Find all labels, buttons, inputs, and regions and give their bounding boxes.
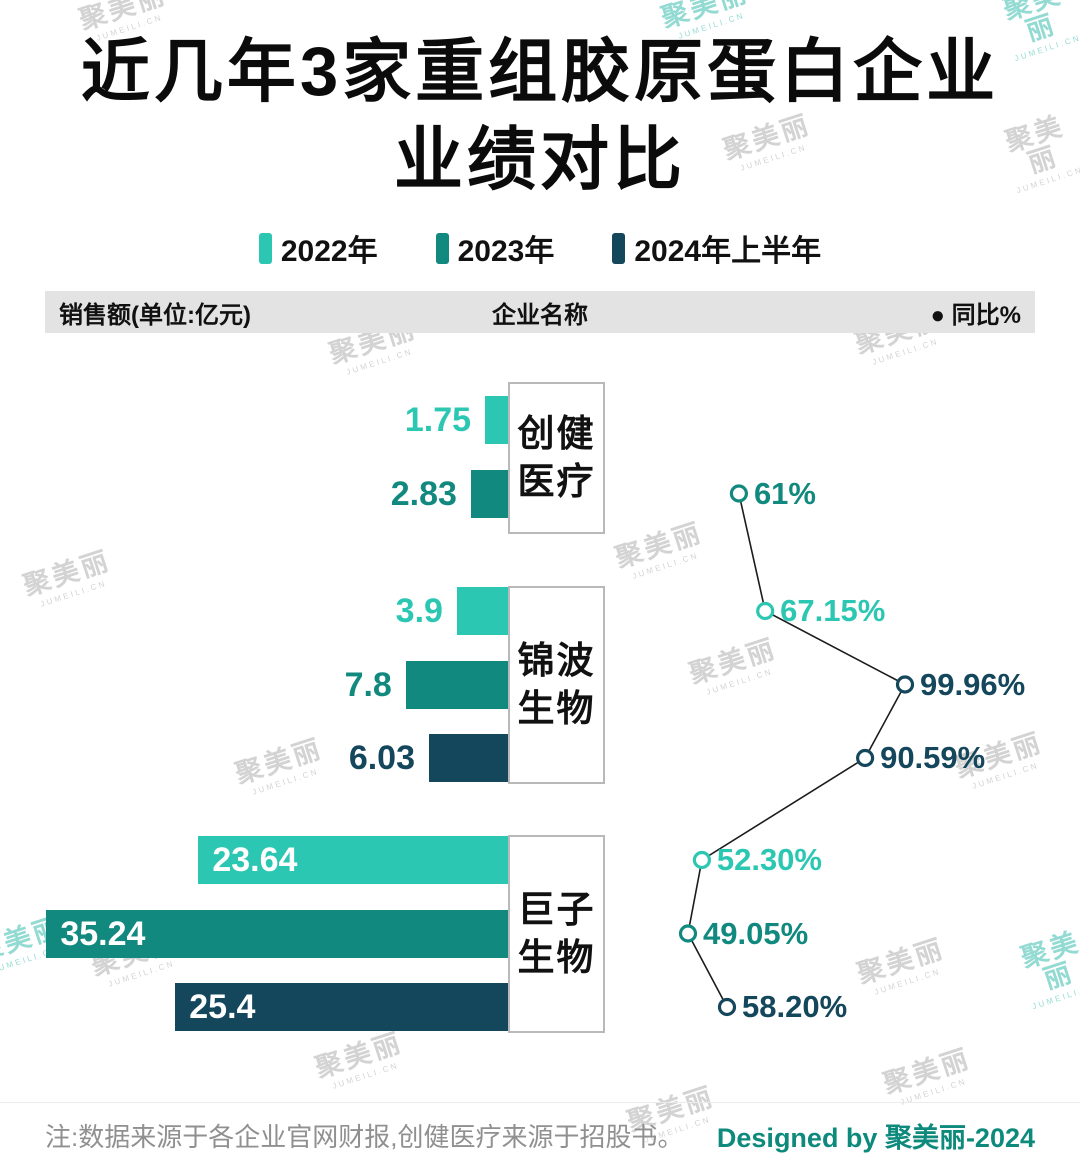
sales-value-label: 7.8 bbox=[344, 665, 392, 704]
header-sales-label: 销售额(单位:亿元) bbox=[59, 301, 251, 329]
sales-bar bbox=[456, 587, 508, 635]
legend-label-2023: 2023年 bbox=[457, 235, 555, 268]
company-label-box: 锦波 生物 bbox=[508, 586, 605, 784]
yoy-point bbox=[692, 850, 712, 870]
yoy-value-label: 90.59% bbox=[880, 740, 986, 775]
legend-label-2024h1: 2024年上半年 bbox=[634, 235, 822, 268]
yoy-point bbox=[678, 924, 698, 943]
sales-value-label: 3.9 bbox=[395, 592, 443, 630]
sales-bar bbox=[405, 660, 508, 709]
sales-bar bbox=[485, 396, 508, 444]
sales-value-label: 1.75 bbox=[404, 401, 472, 439]
legend-item-2024h1: 2024年上半年 bbox=[612, 226, 821, 270]
yoy-point bbox=[855, 748, 875, 768]
legend-item-2022: 2022年 bbox=[258, 226, 378, 270]
legend: 2022年 2023年 2024年上半年 bbox=[0, 226, 1080, 270]
yoy-point bbox=[717, 997, 737, 1017]
sales-bar bbox=[198, 836, 508, 884]
legend-swatch-2022 bbox=[258, 232, 272, 264]
page-title: 近几年3家重组胶原蛋白企业 业绩对比 bbox=[0, 28, 1080, 203]
footer-credit: Designed by 聚美丽-2024 bbox=[716, 1123, 1035, 1153]
legend-swatch-2023 bbox=[435, 232, 449, 264]
title-line-1: 近几年3家重组胶原蛋白企业 bbox=[80, 33, 1000, 110]
yoy-value-label: 67.15% bbox=[780, 593, 886, 628]
yoy-value-label: 99.96% bbox=[920, 666, 1026, 702]
company-label-box: 巨子 生物 bbox=[508, 835, 605, 1033]
title-line-2: 业绩对比 bbox=[394, 120, 686, 198]
sales-bar bbox=[429, 734, 508, 782]
sales-value-label: 23.64 bbox=[212, 841, 298, 879]
legend-label-2022: 2022年 bbox=[280, 235, 378, 268]
yoy-value-label: 58.20% bbox=[742, 989, 848, 1024]
yoy-point bbox=[895, 675, 915, 694]
header-yoy-label: ● 同比% bbox=[930, 301, 1021, 329]
footer: 注:数据来源于各企业官网财报,创健医疗来源于招股书。 Designed by 聚… bbox=[0, 1102, 1080, 1168]
sales-bar bbox=[175, 983, 508, 1031]
yoy-point bbox=[729, 484, 749, 503]
yoy-value-label: 52.30% bbox=[716, 842, 822, 877]
yoy-value-label: 49.05% bbox=[703, 915, 809, 951]
sales-bar bbox=[46, 909, 508, 958]
company-label-box: 创健 医疗 bbox=[508, 382, 605, 534]
sales-value-label: 25.4 bbox=[189, 988, 256, 1026]
yoy-point bbox=[756, 601, 775, 621]
yoy-value-label: 61% bbox=[753, 475, 816, 511]
footer-note: 注:数据来源于各企业官网财报,创健医疗来源于招股书。 bbox=[45, 1122, 684, 1152]
table-header: 销售额(单位:亿元) 企业名称 ● 同比% bbox=[45, 291, 1035, 333]
sales-bar bbox=[470, 469, 508, 518]
sales-value-label: 35.24 bbox=[60, 914, 146, 953]
legend-swatch-2024h1 bbox=[612, 232, 626, 264]
sales-value-label: 6.03 bbox=[348, 739, 416, 777]
header-company-label: 企业名称 bbox=[492, 301, 588, 329]
legend-item-2023: 2023年 bbox=[435, 226, 555, 270]
sales-value-label: 2.83 bbox=[390, 474, 457, 513]
